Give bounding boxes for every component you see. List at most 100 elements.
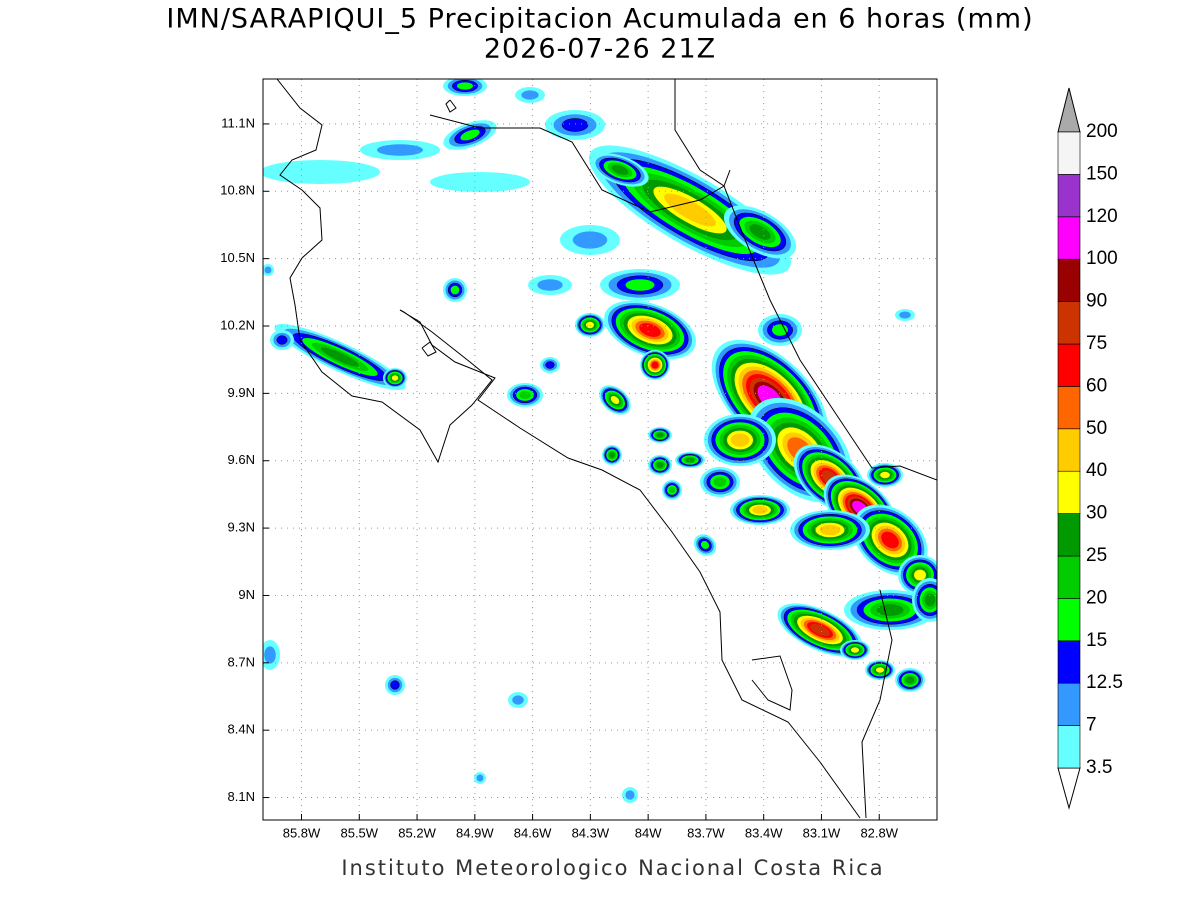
coastlines xyxy=(276,79,937,819)
colorbar-bin xyxy=(1057,598,1081,642)
precip-contour xyxy=(850,647,860,653)
precip-contour xyxy=(625,279,655,291)
precip-contour xyxy=(264,646,276,664)
precip-contour xyxy=(391,375,399,381)
precip-contour xyxy=(819,524,841,536)
colorbar-label: 60 xyxy=(1086,375,1107,396)
lon-tick-label: 85.8W xyxy=(283,825,321,840)
precip-contour xyxy=(572,231,608,249)
lat-tick-label: 11.1N xyxy=(221,115,255,130)
lon-tick-label: 83.7W xyxy=(687,825,725,840)
coastline xyxy=(751,655,793,711)
colorbar-bin xyxy=(1057,174,1081,218)
precip-contour xyxy=(749,224,771,240)
precip-contour xyxy=(880,471,890,479)
colorbar-label: 15 xyxy=(1086,630,1107,651)
colorbar-label: 50 xyxy=(1086,418,1107,439)
lat-tick-label: 10.8N xyxy=(220,183,255,198)
precip-contour xyxy=(924,593,936,607)
precip-contour xyxy=(668,486,676,494)
precip-contour xyxy=(264,266,272,274)
colorbar-label: 12.5 xyxy=(1086,672,1123,693)
colorbar-bin xyxy=(1057,258,1081,302)
precip-contour xyxy=(320,347,360,367)
lon-tick-label: 83.1W xyxy=(803,825,841,840)
footer: Instituto Meteorologico Nacional Costa R… xyxy=(341,856,884,880)
lat-tick-label: 9.9N xyxy=(228,385,255,400)
precip-contour xyxy=(651,361,659,369)
precip-contour xyxy=(263,160,380,184)
precip-contour xyxy=(876,604,904,616)
precip-contour xyxy=(457,82,473,90)
colorbar-label: 90 xyxy=(1086,291,1107,312)
precip-contour xyxy=(656,462,664,468)
colorbar-bin xyxy=(1057,640,1081,684)
colorbar-label: 150 xyxy=(1086,163,1118,184)
colorbar-label: 30 xyxy=(1086,503,1107,524)
lon-tick-label: 85.2W xyxy=(398,825,436,840)
precip-contour xyxy=(700,541,710,549)
precip-contour xyxy=(390,680,400,690)
lat-tick-label: 8.4N xyxy=(228,722,255,737)
precip-contour xyxy=(521,90,539,100)
lat-tick-label: 9.3N xyxy=(228,520,255,535)
precip-contour xyxy=(537,279,563,291)
lon-tick-label: 84W xyxy=(635,825,662,840)
colorbar-bin xyxy=(1057,555,1081,599)
precip-contour xyxy=(545,361,555,369)
colorbar-label: 75 xyxy=(1086,333,1107,354)
coastline xyxy=(399,309,861,819)
colorbar-label: 20 xyxy=(1086,587,1107,608)
lat-tick-label: 10.5N xyxy=(220,250,255,265)
precip-contour xyxy=(450,285,460,295)
precip-contour xyxy=(875,667,885,673)
colorbar-label: 40 xyxy=(1086,460,1107,481)
precip-contour xyxy=(609,452,615,458)
lake-shore xyxy=(445,99,457,113)
precip-contour xyxy=(460,129,480,141)
precip-contour xyxy=(730,433,750,447)
map-frame xyxy=(262,78,938,821)
colorbar-label: 3.5 xyxy=(1086,757,1112,778)
precip-contour xyxy=(512,695,524,705)
title: IMN/SARAPIQUI_5 Precipitacion Acumulada … xyxy=(166,4,1033,35)
lon-tick-label: 85.5W xyxy=(340,825,378,840)
precip-contour xyxy=(664,193,716,227)
colorbar-bin xyxy=(1057,343,1081,387)
border xyxy=(429,114,731,213)
colorbar: 3.5 7 12.5 15 20 25 30 40 50 60 75 90 100 120 150 200 xyxy=(1057,87,1123,810)
island xyxy=(421,341,437,357)
precip-contour xyxy=(656,432,664,438)
colorbar-bin xyxy=(1057,131,1081,175)
colorbar-bin xyxy=(1057,470,1081,514)
colorbar-bin xyxy=(1057,428,1081,472)
precip-contour xyxy=(905,676,915,684)
precip-contour xyxy=(685,457,695,463)
colorbar-label: 120 xyxy=(1086,206,1118,227)
precip-contour xyxy=(752,506,768,514)
precip-contour xyxy=(519,391,531,399)
precip-contour xyxy=(899,311,911,319)
lon-tick-label: 82.8W xyxy=(860,825,898,840)
colorbar-label: 100 xyxy=(1086,248,1118,269)
precip-contour xyxy=(639,323,661,337)
subtitle: 2026-07-26 21Z xyxy=(484,34,716,65)
colorbar-bin xyxy=(1057,216,1081,260)
colorbar-bin xyxy=(1057,682,1081,726)
colorbar-label: 7 xyxy=(1086,715,1097,736)
precip-contour xyxy=(625,790,635,800)
precip-contour xyxy=(476,774,484,782)
lat-tick-label: 9.6N xyxy=(228,452,255,467)
precip-contour xyxy=(276,335,288,345)
graticule: 11.1N 10.8N 10.5N 10.2N 9.9N 9.6N 9.3N 9N 8.7N 8.… xyxy=(220,79,937,840)
colorbar-bin xyxy=(1057,386,1081,430)
precip-contour xyxy=(713,477,727,487)
precip-contour xyxy=(881,531,899,549)
coastline xyxy=(674,79,937,481)
precip-contour xyxy=(810,623,830,637)
lat-tick-label: 8.7N xyxy=(228,654,255,669)
lon-tick-label: 84.3W xyxy=(572,825,610,840)
precip-contour xyxy=(430,172,530,192)
